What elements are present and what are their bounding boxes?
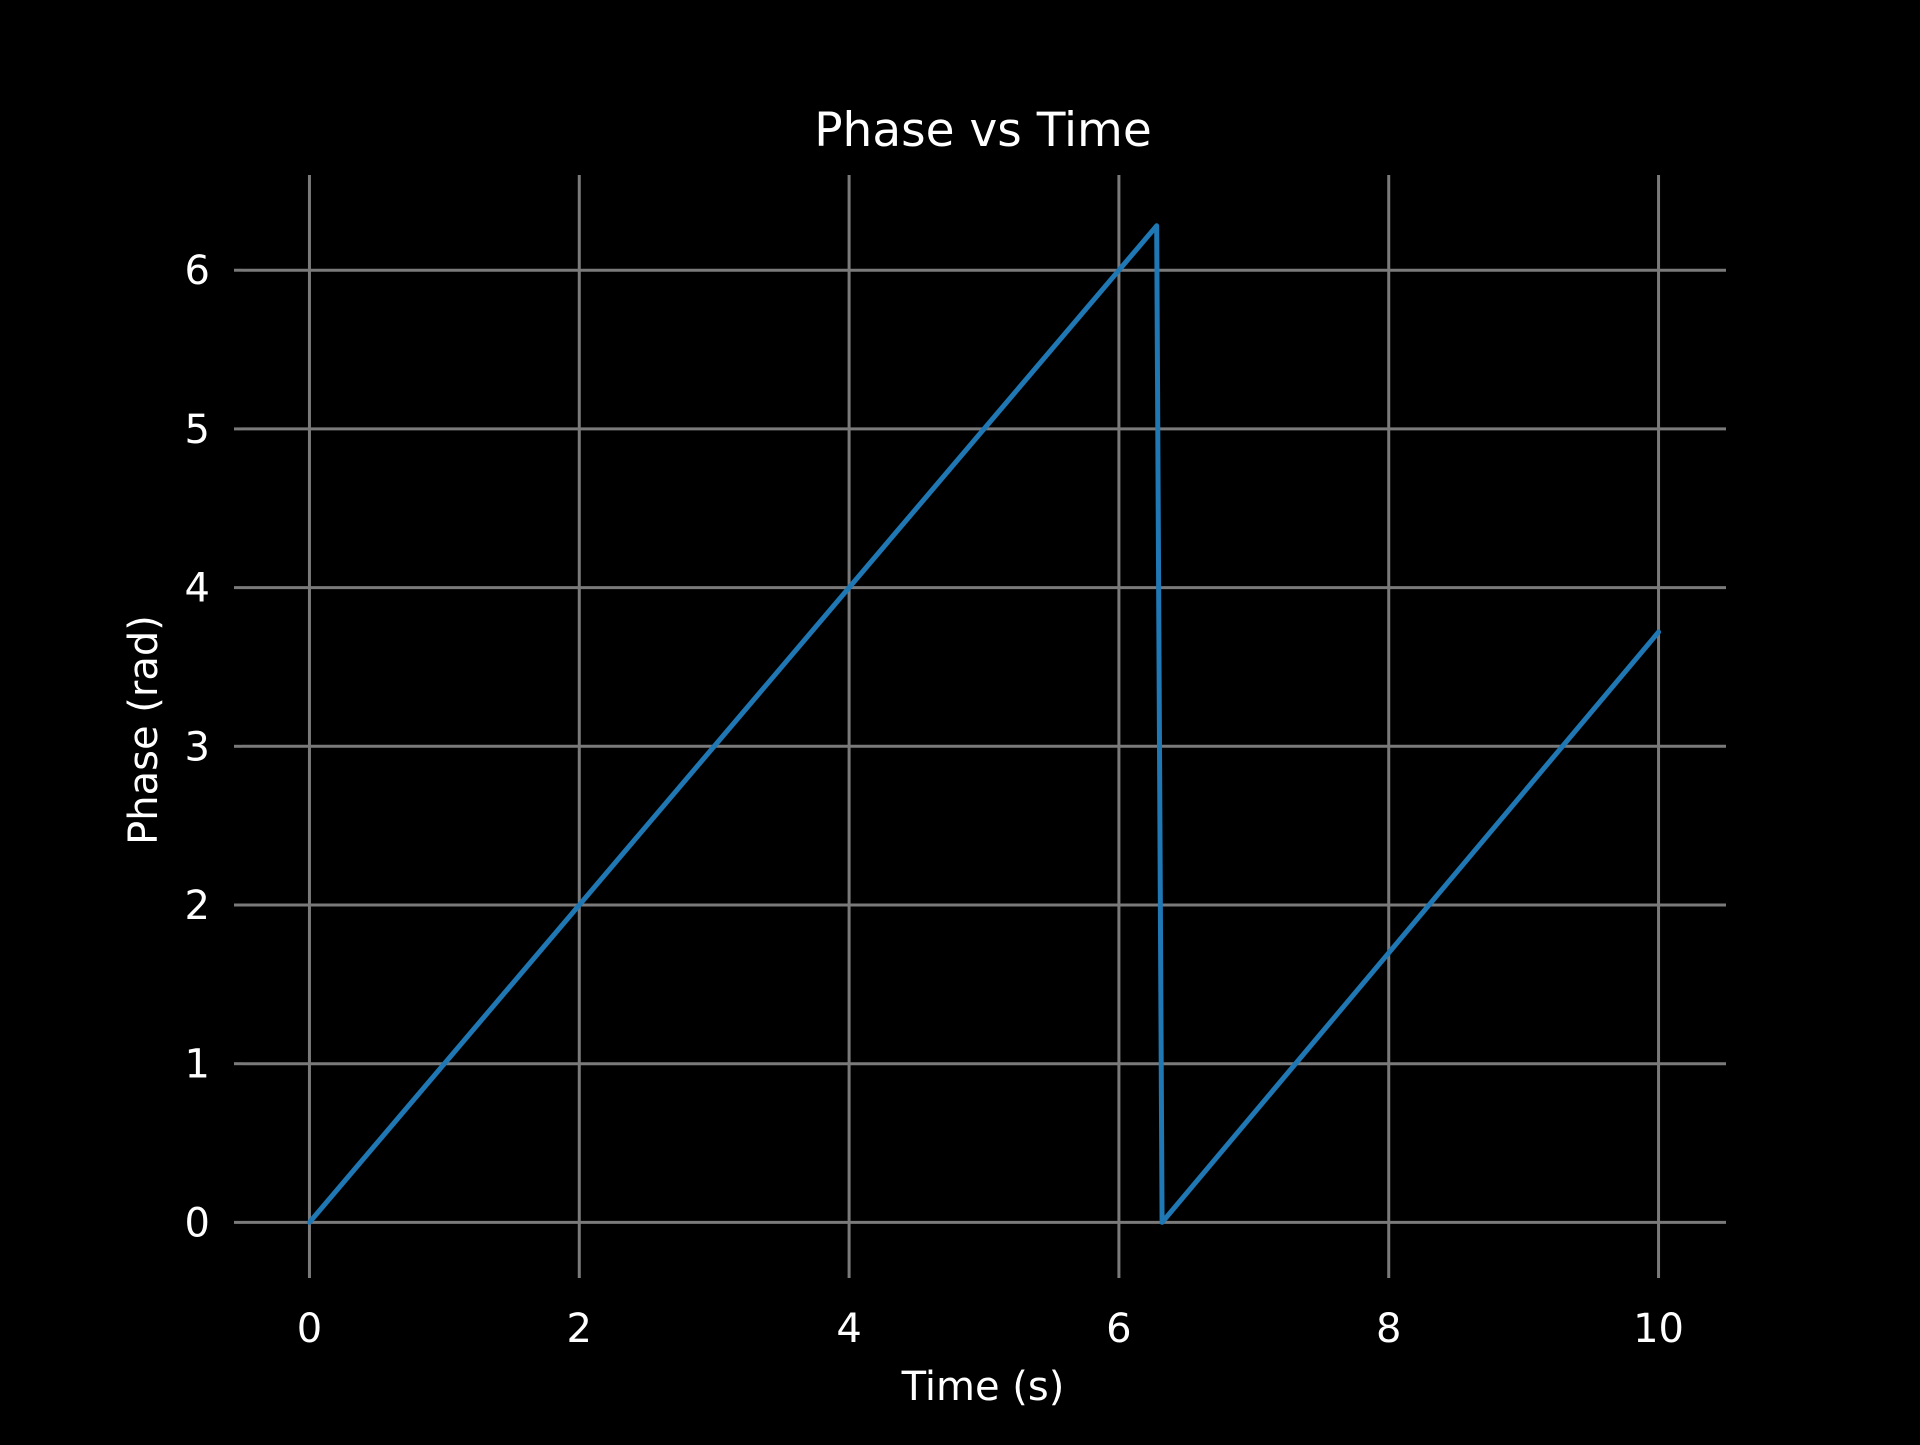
x-tick-label: 8 — [1376, 1306, 1401, 1352]
series-layer — [306, 223, 1662, 1225]
y-tick-label: 3 — [185, 724, 210, 770]
x-tick-label: 6 — [1106, 1306, 1131, 1352]
x-tick-label: 10 — [1633, 1306, 1684, 1352]
x-tick-label: 2 — [567, 1306, 592, 1352]
y-tick-label: 6 — [185, 248, 210, 294]
x-tick-label: 4 — [836, 1306, 861, 1352]
chart-title: Phase vs Time — [814, 103, 1152, 158]
y-axis-label: Phase (rad) — [121, 615, 167, 845]
tick-label-layer: 0 2 4 6 8 10 0 1 2 3 4 5 6 — [185, 248, 1684, 1352]
y-tick-label: 4 — [185, 566, 210, 612]
y-tick-label: 1 — [185, 1042, 210, 1088]
grid-layer — [234, 175, 1726, 1278]
x-axis-label: Time (s) — [901, 1364, 1065, 1410]
y-tick-label: 2 — [185, 883, 210, 929]
x-tick-label: 0 — [297, 1306, 322, 1352]
y-tick-label: 5 — [185, 407, 210, 453]
y-tick-label: 0 — [185, 1200, 210, 1246]
series-line-0 — [306, 223, 1662, 1225]
